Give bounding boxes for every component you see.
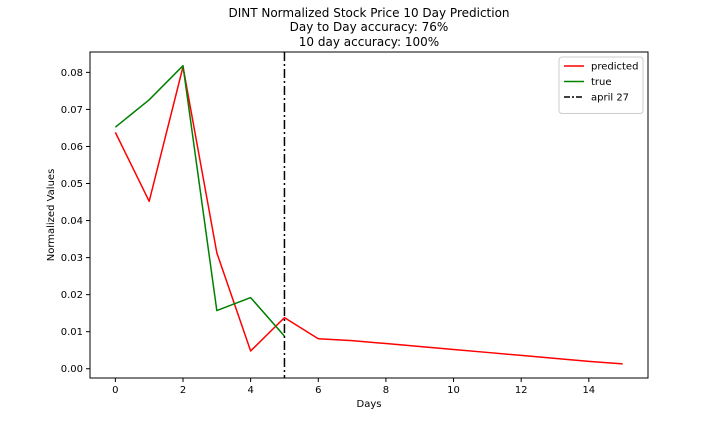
legend: predicted true april 27 (558, 56, 644, 114)
y-tick-label: 0.08 (61, 68, 83, 79)
x-tick-label: 8 (383, 385, 389, 396)
x-tick-label: 4 (247, 385, 253, 396)
legend-label-predicted: predicted (591, 62, 638, 73)
y-tick-label: 0.01 (61, 327, 83, 338)
legend-label-true: true (591, 77, 612, 88)
y-tick-label: 0.00 (61, 364, 83, 375)
chart-title-line-1: DINT Normalized Stock Price 10 Day Predi… (228, 6, 509, 20)
x-tick-label: 0 (112, 385, 118, 396)
y-tick-label: 0.04 (61, 216, 83, 227)
y-tick-label: 0.07 (61, 105, 83, 116)
series-line-predicted (114, 66, 623, 365)
x-tick-label: 12 (515, 385, 528, 396)
x-axis-ticks: 0 2 4 6 8 10 12 14 (112, 378, 595, 396)
x-tick-label: 6 (315, 385, 321, 396)
y-tick-label: 0.02 (61, 290, 83, 301)
chart-title-line-3: 10 day accuracy: 100% (299, 35, 439, 49)
x-tick-label: 14 (582, 385, 595, 396)
legend-label-april-27: april 27 (591, 93, 629, 104)
chart-title: DINT Normalized Stock Price 10 Day Predi… (228, 6, 509, 49)
plot-area-frame (89, 51, 649, 379)
y-tick-label: 0.05 (61, 179, 83, 190)
y-axis-label: Normalized Values (46, 169, 57, 262)
x-tick-label: 2 (180, 385, 186, 396)
x-tick-label: 10 (447, 385, 460, 396)
series-line-true (114, 64, 286, 337)
chart-title-line-2: Day to Day accuracy: 76% (290, 20, 449, 34)
y-tick-label: 0.03 (61, 253, 83, 264)
x-axis-label: Days (357, 399, 382, 410)
legend-box (558, 56, 644, 114)
y-tick-label: 0.06 (61, 142, 83, 153)
y-axis-ticks: 0.00 0.01 0.02 0.03 0.04 0.05 0.06 0.07 0.08 (61, 68, 90, 375)
